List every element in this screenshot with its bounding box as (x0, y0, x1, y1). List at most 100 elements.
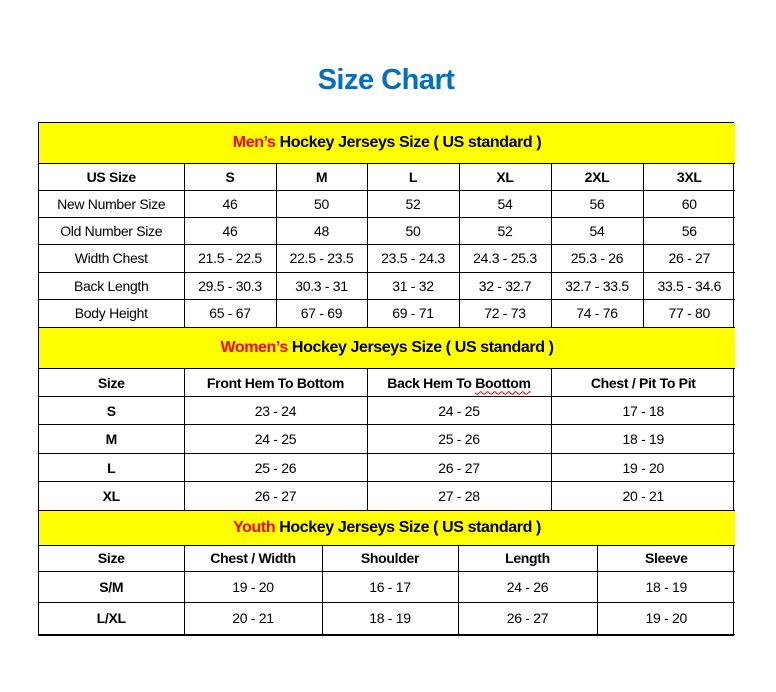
table-row: L 25 - 26 26 - 27 19 - 20 (39, 453, 736, 482)
column-header: S (183, 162, 277, 191)
column-header-label: L (408, 168, 418, 185)
table-cell: 19 - 20 (596, 602, 736, 635)
column-header-label: Shoulder (360, 550, 420, 566)
column-header-label: S (225, 168, 235, 185)
spellcheck-underline: Boottom (475, 374, 531, 391)
table-cell: 50 (275, 189, 368, 218)
table-cell: 29.5 - 30.3 (183, 271, 277, 300)
men-size-table: Men’s Hockey Jerseys Size ( US standard … (39, 123, 736, 328)
table-cell: 24 - 25 (183, 424, 368, 454)
table-cell: 19 - 20 (550, 453, 736, 482)
table-cell: 27 - 28 (366, 481, 552, 511)
column-header-label: US Size (86, 168, 137, 185)
table-cell: 33.5 - 34.6 (642, 271, 736, 300)
youth-section-heading-row: Youth Hockey Jerseys Size ( US standard … (39, 511, 736, 546)
column-header-label: XL (496, 168, 514, 185)
table-row: M 24 - 25 25 - 26 18 - 19 (39, 424, 736, 454)
women-column-header-row: Size Front Hem To Bottom Back Hem To Boott… (39, 368, 736, 397)
table-row: S 23 - 24 24 - 25 17 - 18 (39, 396, 736, 425)
youth-section-heading: Hockey Jerseys Size ( US standard ) (275, 518, 541, 536)
column-header-label: Back Hem To Boottom (387, 374, 531, 391)
column-header: Size (39, 545, 185, 572)
column-header: Chest / Pit To Pit (550, 368, 736, 397)
row-label-cell: Old Number Size (39, 216, 185, 245)
column-header: 3XL (642, 162, 736, 191)
page-title: Size Chart (317, 64, 455, 96)
men-section-heading: Hockey Jerseys Size ( US standard ) (275, 133, 542, 151)
column-header: Front Hem To Bottom (183, 368, 368, 397)
column-header-label: Size (97, 550, 125, 566)
table-cell: 46 (183, 216, 277, 245)
table-cell: 26 - 27 (366, 453, 552, 482)
column-header: Chest / Width (183, 545, 323, 572)
row-label-cell: M (39, 424, 185, 454)
table-cell: 18 - 19 (550, 424, 736, 454)
table-cell: 56 (550, 189, 644, 218)
youth-column-header-row: Size Chest / Width Shoulder Length Sleeve (39, 545, 736, 572)
table-cell: 26 - 27 (183, 481, 368, 511)
column-header-label: M (315, 168, 328, 185)
table-cell: 52 (458, 216, 552, 245)
column-header: 2XL (550, 162, 644, 191)
row-label-cell: S/M (39, 571, 185, 603)
women-section-heading: Hockey Jerseys Size ( US standard ) (287, 338, 554, 356)
table-cell: 60 (642, 189, 736, 218)
table-cell: 56 (642, 216, 736, 245)
column-header-label: 2XL (584, 168, 610, 185)
table-cell: 20 - 21 (183, 602, 323, 635)
table-cell: 54 (550, 216, 644, 245)
table-row: Width Chest 21.5 - 22.5 22.5 - 23.5 23.5 - … (39, 243, 736, 273)
table-row: S/M 19 - 20 16 - 17 24 - 26 18 - 19 (39, 571, 736, 603)
men-section-accent: Men’s (232, 133, 276, 151)
table-cell: 24 - 25 (366, 396, 552, 425)
table-cell: 24 - 26 (457, 571, 598, 603)
column-header: M (275, 162, 368, 191)
table-cell: 46 (183, 189, 277, 218)
table-cell: 52 (366, 189, 460, 218)
column-header-label: Chest / Pit To Pit (590, 374, 696, 391)
table-cell: 21.5 - 22.5 (183, 243, 277, 273)
youth-size-table: Youth Hockey Jerseys Size ( US standard … (39, 511, 736, 635)
table-cell: 26 - 27 (642, 243, 736, 273)
column-header-label: 3XL (676, 168, 702, 185)
table-row: L/XL 20 - 21 18 - 19 26 - 27 19 - 20 (39, 602, 736, 635)
row-label-cell: New Number Size (39, 189, 185, 218)
column-header: Shoulder (321, 545, 459, 572)
column-header-label: Chest / Width (210, 550, 296, 566)
row-label-cell: Width Chest (39, 243, 185, 273)
size-chart-table: Men’s Hockey Jerseys Size ( US standard … (38, 122, 736, 636)
row-label-cell: L (39, 453, 185, 482)
table-cell: 54 (458, 189, 552, 218)
table-row: Body Height 65 - 67 67 - 69 69 - 71 72 - 73 7… (39, 298, 736, 328)
row-label-cell: L/XL (39, 602, 185, 635)
table-row: XL 26 - 27 27 - 28 20 - 21 (39, 481, 736, 511)
column-header-label: Size (97, 374, 125, 391)
table-cell: 50 (366, 216, 460, 245)
table-cell: 69 - 71 (366, 298, 460, 328)
men-column-header-row: US Size S M L XL 2XL 3XL (39, 162, 736, 191)
table-row: New Number Size 46 50 52 54 56 60 (39, 189, 736, 218)
table-cell: 48 (275, 216, 368, 245)
men-section-heading-row: Men’s Hockey Jerseys Size ( US standard … (39, 123, 736, 164)
column-header-label: Sleeve (644, 550, 688, 566)
row-label-cell: Body Height (39, 298, 185, 328)
women-section-heading-row: Women’s Hockey Jerseys Size ( US standar… (39, 327, 736, 369)
table-cell: 23 - 24 (183, 396, 368, 425)
column-header-label: Length (505, 550, 550, 566)
column-header: L (366, 162, 460, 191)
row-label-cell: Back Length (39, 271, 185, 300)
table-cell: 23.5 - 24.3 (366, 243, 460, 273)
youth-section-accent: Youth (233, 518, 276, 536)
table-cell: 19 - 20 (183, 571, 323, 603)
table-cell: 18 - 19 (321, 602, 459, 635)
table-cell: 67 - 69 (275, 298, 368, 328)
table-cell: 25 - 26 (183, 453, 368, 482)
table-cell: 18 - 19 (596, 571, 736, 603)
table-cell: 20 - 21 (550, 481, 736, 511)
table-cell: 22.5 - 23.5 (275, 243, 368, 273)
column-header: US Size (39, 162, 185, 191)
row-label-cell: XL (39, 481, 185, 511)
women-section-accent: Women’s (220, 338, 288, 356)
table-cell: 25.3 - 26 (550, 243, 644, 273)
table-cell: 65 - 67 (183, 298, 277, 328)
